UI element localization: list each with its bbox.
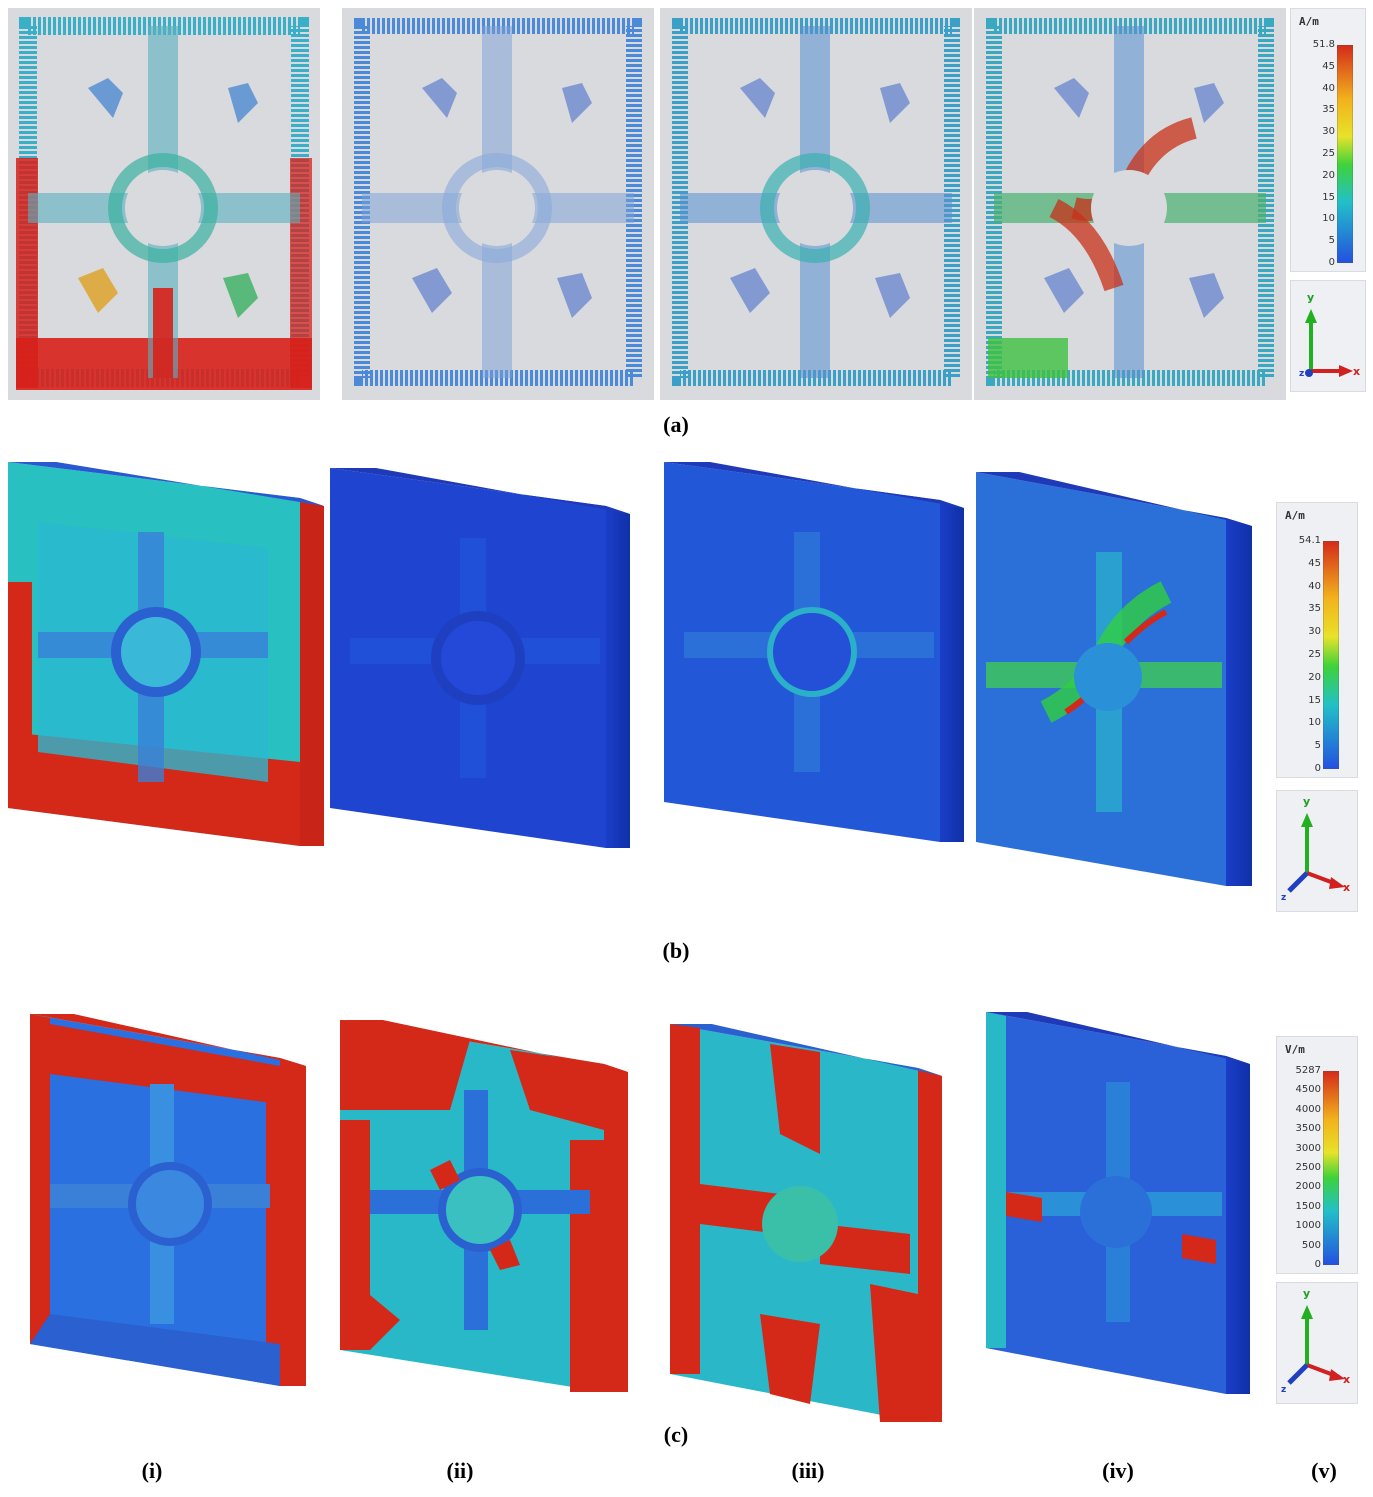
field-3d-plot-b-ii <box>330 468 630 848</box>
field-3d-plot-c-iii <box>670 1024 942 1422</box>
legend-tick: 25 <box>1308 649 1321 660</box>
legend-tick: 15 <box>1308 694 1321 706</box>
legend-tick: 5 <box>1328 235 1335 247</box>
legend-tick: 4000 <box>1295 1103 1321 1115</box>
color-legend-c: V/m 5287 4500 4000 3500 3000 2500 2000 1500 1000… <box>1276 1036 1358 1274</box>
row-label-c: (c) <box>663 1422 689 1447</box>
legend-tick: 35 <box>1322 104 1335 116</box>
colorbar <box>1323 1071 1339 1265</box>
legend-tick: 20 <box>1322 169 1335 181</box>
legend-tick: 40 <box>1308 580 1321 592</box>
current-vector-plot-a-iii <box>660 8 972 400</box>
legend-tick: 5 <box>1314 740 1321 752</box>
axis-label-y: y <box>1303 795 1311 808</box>
legend-tick: 4500 <box>1295 1084 1321 1096</box>
legend-tick: 5287 <box>1295 1065 1321 1076</box>
field-3d-plot-c-iv <box>986 1012 1250 1394</box>
current-vector-plot-a-i <box>8 8 320 400</box>
legend-tick: 15 <box>1322 191 1335 203</box>
legend-unit: A/m <box>1299 15 1319 28</box>
legend-tick: 10 <box>1322 213 1335 225</box>
current-vector-plot-a-iv <box>974 8 1286 400</box>
legend-tick: 3500 <box>1295 1123 1321 1135</box>
axis-triad-a: y x z <box>1290 280 1366 392</box>
color-legend-b: A/m 54.1 45 40 35 30 25 20 15 10 5 0 <box>1276 502 1358 778</box>
legend-tick: 30 <box>1308 626 1321 638</box>
field-3d-plot-b-iv <box>976 472 1252 886</box>
axis-label-x: x <box>1353 365 1361 378</box>
field-3d-plot-b-iii <box>664 462 964 842</box>
legend-tick: 0 <box>1328 257 1335 268</box>
axis-label-y: y <box>1307 291 1315 304</box>
row-label-a: (a) <box>663 412 689 437</box>
legend-tick: 1000 <box>1295 1220 1321 1232</box>
column-label-iii: (iii) <box>791 1458 825 1483</box>
column-label-i: (i) <box>141 1458 163 1483</box>
field-3d-plot-c-ii <box>340 1020 628 1392</box>
legend-tick: 1500 <box>1295 1200 1321 1212</box>
axis-label-z: z <box>1281 1385 1287 1395</box>
field-3d-plot-c-i <box>30 1014 306 1386</box>
legend-tick: 0 <box>1314 1259 1321 1270</box>
row-label-b: (b) <box>662 938 690 963</box>
legend-tick: 30 <box>1322 126 1335 138</box>
axis-label-z: z <box>1299 369 1305 379</box>
legend-tick: 35 <box>1308 603 1321 615</box>
colorbar <box>1337 45 1353 263</box>
axis-label-x: x <box>1343 1373 1351 1386</box>
axis-label-x: x <box>1343 881 1351 894</box>
legend-tick: 3000 <box>1295 1142 1321 1154</box>
legend-tick: 45 <box>1322 60 1335 72</box>
legend-tick: 0 <box>1314 763 1321 774</box>
legend-tick: 20 <box>1308 671 1321 683</box>
axis-triad-b: y x z <box>1276 790 1358 912</box>
axis-triad-c: y x z <box>1276 1282 1358 1404</box>
current-vector-plot-a-ii <box>342 8 654 400</box>
legend-tick: 2500 <box>1295 1162 1321 1173</box>
legend-tick: 2000 <box>1295 1181 1321 1193</box>
column-label-v: (v) <box>1311 1458 1337 1483</box>
legend-tick: 25 <box>1322 148 1335 159</box>
axis-label-z: z <box>1281 893 1287 903</box>
legend-tick: 45 <box>1308 557 1321 569</box>
legend-unit: A/m <box>1285 509 1305 522</box>
column-label-iv: (iv) <box>1102 1458 1134 1483</box>
legend-tick: 10 <box>1308 717 1321 729</box>
column-label-ii: (ii) <box>446 1458 474 1483</box>
legend-tick: 500 <box>1301 1239 1321 1251</box>
field-3d-plot-b-i <box>8 462 324 846</box>
colorbar <box>1323 541 1339 769</box>
legend-tick: 40 <box>1322 82 1335 94</box>
axis-label-y: y <box>1303 1287 1311 1300</box>
legend-tick: 54.1 <box>1298 535 1321 546</box>
color-legend-a: A/m 51.8 45 40 35 30 25 20 15 10 5 0 <box>1290 8 1366 272</box>
legend-unit: V/m <box>1285 1043 1305 1056</box>
legend-tick: 51.8 <box>1312 39 1335 50</box>
